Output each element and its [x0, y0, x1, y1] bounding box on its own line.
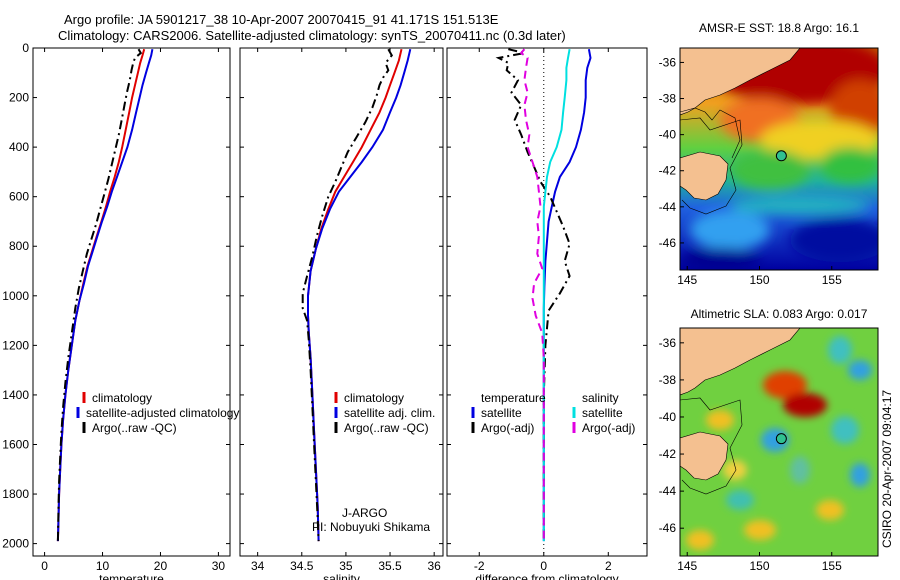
series-line-climatology [307, 48, 403, 542]
map-y-tick-label: -46 [659, 521, 677, 535]
y-tick-label: 0 [22, 41, 29, 55]
figure-title-line1: Argo profile: JA 5901217_38 10-Apr-2007 … [64, 12, 499, 27]
argo-float-marker [775, 150, 787, 162]
y-tick-label: 2000 [2, 537, 29, 551]
x-tick-label: -2 [474, 559, 485, 573]
legend-label: satellite [481, 406, 522, 420]
x-tick-label: 34.5 [290, 559, 314, 573]
map-x-tick-label: 145 [677, 559, 697, 573]
map-y-tick-label: -36 [659, 336, 677, 350]
x-axis-label: temperature [99, 572, 164, 580]
y-tick-label: 1000 [2, 289, 29, 303]
map-x-tick-label: 145 [677, 273, 697, 287]
timestamp-stamp: CSIRO 20-Apr-2007 09:04:17 [880, 389, 894, 548]
x-tick-label: 35 [339, 559, 353, 573]
x-tick-label: 0 [540, 559, 547, 573]
series-line-satellite [542, 49, 592, 542]
map-y-tick-label: -36 [659, 55, 677, 69]
x-tick-label: 34 [251, 559, 265, 573]
series-line-argo-adj- [495, 48, 571, 542]
map-x-tick-label: 150 [749, 559, 769, 573]
map-y-tick-label: -38 [659, 373, 677, 387]
legend-label: satellite-adjusted climatology [86, 406, 239, 420]
temperature-legend: climatology satellite-adjusted climatolo… [76, 391, 239, 435]
legend-group-temperature: temperature [481, 391, 546, 405]
x-axis-label: salinity [323, 572, 360, 580]
legend-label: satellite adj. clim. [344, 406, 435, 420]
series-line-argo-adj- [519, 48, 545, 542]
x-tick-label: 10 [96, 559, 110, 573]
sla-map-title: Altimetric SLA: 0.083 Argo: 0.017 [691, 307, 868, 321]
x-tick-label: 0 [41, 559, 48, 573]
map-y-tick-label: -42 [659, 447, 677, 461]
sst-map-title: AMSR-E SST: 18.8 Argo: 16.1 [699, 21, 859, 35]
y-tick-label: 600 [9, 190, 29, 204]
map-y-tick-label: -44 [659, 484, 677, 498]
x-axis-label: difference from climatology [475, 572, 618, 580]
y-tick-label: 200 [9, 91, 29, 105]
y-tick-label: 1200 [2, 338, 29, 352]
y-tick-label: 800 [9, 239, 29, 253]
figure-title-line2: Climatology: CARS2006. Satellite-adjuste… [58, 28, 566, 43]
x-tick-label: 30 [212, 559, 226, 573]
difference-legend: temperature salinity satellite Argo(-adj… [471, 391, 635, 435]
y-tick-label: 400 [9, 140, 29, 154]
x-tick-label: 2 [605, 559, 612, 573]
x-tick-label: 36 [427, 559, 441, 573]
x-tick-label: 35.5 [378, 559, 402, 573]
y-tick-label: 1600 [2, 437, 29, 451]
salinity-panel: 34 34.5 35 35.5 36 salinity [239, 47, 444, 580]
map-x-tick-label: 150 [749, 273, 769, 287]
map-y-tick-label: -44 [659, 200, 677, 214]
plot-frame [446, 47, 648, 557]
series-line-argo-raw-qc- [301, 48, 394, 542]
legend-label: climatology [92, 391, 152, 405]
series-line-satellite [542, 49, 571, 542]
map-y-tick-label: -38 [659, 92, 677, 106]
map-y-tick-label: -46 [659, 236, 677, 250]
map-x-tick-label: 155 [822, 559, 842, 573]
salinity-legend: climatology satellite adj. clim. Argo(..… [334, 391, 435, 435]
y-tick-label: 1800 [2, 487, 29, 501]
series-line-satellite-adjusted-climatology [56, 49, 154, 542]
legend-label: Argo(-adj) [481, 421, 534, 435]
x-tick-label: 20 [154, 559, 168, 573]
map-axes: 145 150 155 -36 -38 -40 -42 -44 -46 145 150 155 -36 -… [659, 55, 842, 573]
legend-label: Argo(..raw -QC) [344, 421, 429, 435]
legend-label: climatology [344, 391, 404, 405]
series-line-argo-raw-qc- [56, 48, 143, 542]
sst-map [679, 47, 879, 271]
pi-credit: PI: Nobuyuki Shikama [312, 520, 430, 534]
map-y-tick-label: -40 [659, 410, 677, 424]
legend-group-salinity: salinity [582, 391, 619, 405]
plot-frame [239, 47, 444, 557]
legend-label: Argo(..raw -QC) [92, 421, 177, 435]
legend-label: satellite [582, 406, 623, 420]
map-y-tick-label: -40 [659, 128, 677, 142]
argo-float-marker [775, 433, 787, 445]
series-line-satellite-adj-clim- [307, 48, 412, 542]
temperature-panel: 0 10 20 30 0 200 400 600 800 1000 1200 1400 1600 1800… [2, 41, 231, 580]
series-line-climatology [56, 48, 146, 542]
program-credit: J-ARGO [342, 506, 387, 520]
map-y-tick-label: -42 [659, 164, 677, 178]
legend-label: Argo(-adj) [582, 421, 635, 435]
y-tick-label: 1400 [2, 388, 29, 402]
plot-frame [32, 47, 231, 557]
map-x-tick-label: 155 [822, 273, 842, 287]
